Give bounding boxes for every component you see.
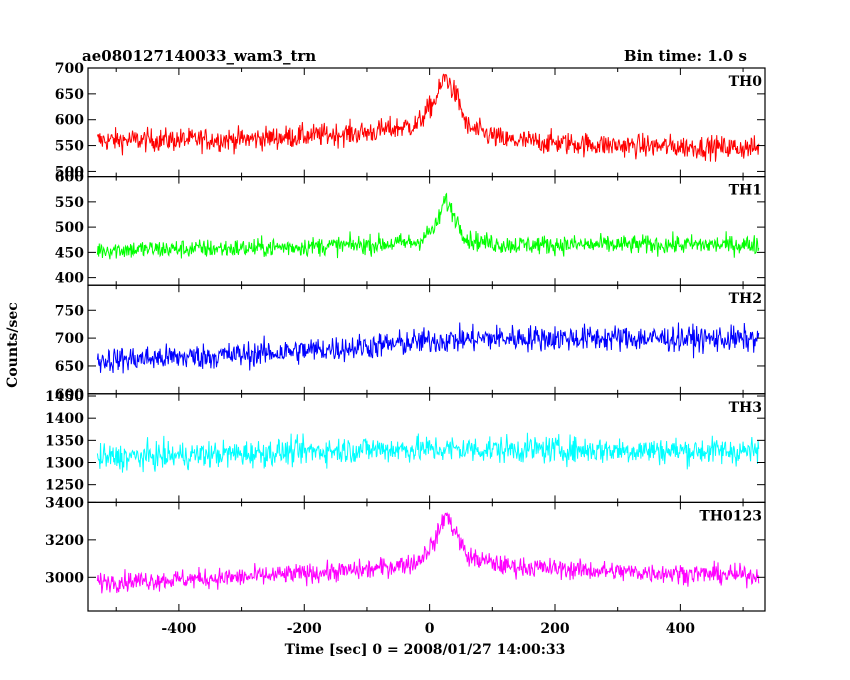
panel-th3: 1250 1300 1350 1400 1450 TH3 <box>45 389 766 503</box>
x-tick-label: 200 <box>540 621 569 637</box>
y-tick-label: 400 <box>55 271 84 287</box>
y-tick-label: 700 <box>55 331 84 347</box>
x-tick-label: 400 <box>666 621 695 637</box>
y-tick-label: 550 <box>55 195 84 211</box>
x-tick-label: -200 <box>287 621 322 637</box>
y-tick-label: 700 <box>55 61 84 77</box>
bin-time-label: Bin time: 1.0 s <box>624 47 747 65</box>
panel-label-th0: TH0 <box>729 74 763 90</box>
series-line-th3 <box>96 432 760 473</box>
panel-th1: 400 450 500 550 600 TH1 <box>55 170 766 287</box>
x-tick-label: -400 <box>161 621 196 637</box>
y-tick-label: 1250 <box>45 478 84 494</box>
y-tick-label: 500 <box>55 164 84 180</box>
y-tick-label: 1350 <box>45 433 84 449</box>
y-tick-label: 650 <box>55 359 84 375</box>
panel-label-th0123: TH0123 <box>699 508 762 524</box>
series-line-th1 <box>96 192 760 260</box>
y-axis-label: Counts/sec <box>5 302 21 388</box>
y-tick-label: 1400 <box>45 411 84 427</box>
y-tick-label: 650 <box>55 87 84 103</box>
series-line-th0123 <box>96 511 760 594</box>
panel-label-th3: TH3 <box>729 400 762 416</box>
panel-frame <box>87 67 766 178</box>
series-line-th2 <box>96 322 760 374</box>
y-tick-label: 3400 <box>45 495 84 511</box>
y-tick-label: 1450 <box>45 389 84 405</box>
panel-frame <box>87 501 766 612</box>
panel-label-th1: TH1 <box>729 183 762 199</box>
y-tick-label: 3000 <box>45 570 84 586</box>
y-tick-label: 750 <box>55 303 84 319</box>
x-tick-label: 0 <box>425 621 435 637</box>
y-tick-label: 500 <box>55 220 84 236</box>
panel-th0: 500 550 600 650 700 TH0 <box>55 61 766 180</box>
y-tick-label: 1300 <box>45 456 84 472</box>
panel-th0123: 3000 3200 3400 TH0123 <box>45 495 766 612</box>
y-tick-label: 450 <box>55 245 84 261</box>
y-tick-label: 600 <box>55 113 84 129</box>
panel-label-th2: TH2 <box>729 291 762 307</box>
y-tick-label: 600 <box>55 387 84 403</box>
series-line-th0 <box>96 73 760 162</box>
panel-stack: 500550600650700TH0400450500550600TH16006… <box>45 61 766 612</box>
y-tick-label: 600 <box>55 170 84 186</box>
chart-title: ae080127140033_wam3_trn <box>82 47 316 65</box>
x-axis: -400 -200 0 200 400 <box>161 621 695 637</box>
y-tick-label: 550 <box>55 139 84 155</box>
x-axis-label: Time [sec] 0 = 2008/01/27 14:00:33 <box>285 642 566 658</box>
y-tick-label: 3200 <box>45 533 84 549</box>
panel-th2: 600 650 700 750 TH2 <box>55 284 766 403</box>
